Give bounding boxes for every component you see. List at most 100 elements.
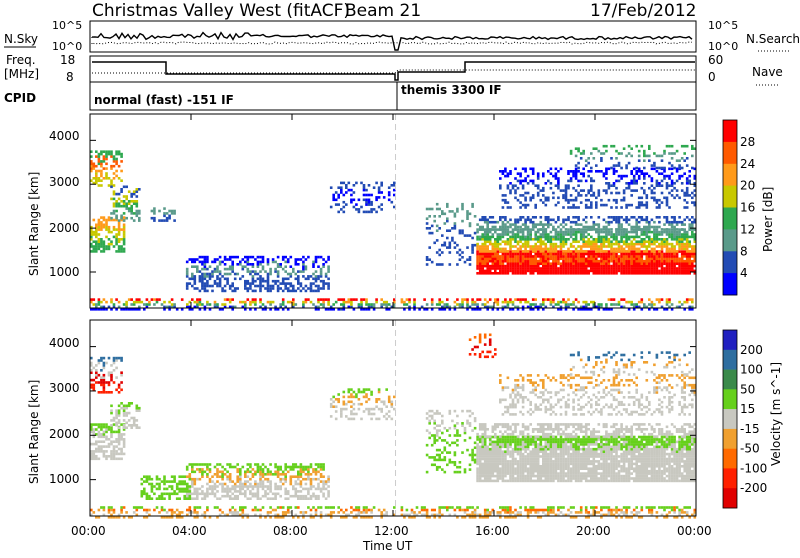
heatmap-cell [502, 260, 505, 263]
heatmap-cell [267, 278, 270, 281]
heatmap-cell [322, 480, 325, 483]
heatmap-cell [163, 493, 166, 496]
heatmap-cell [686, 201, 689, 204]
heatmap-cell [666, 145, 669, 148]
heatmap-cell [206, 258, 209, 261]
heatmap-cell [575, 216, 578, 219]
heatmap-cell [532, 216, 535, 219]
heatmap-cell [368, 509, 371, 512]
heatmap-cell [408, 301, 411, 304]
heatmap-cell [350, 189, 353, 192]
heatmap-cell [479, 228, 482, 231]
heatmap-cell [136, 301, 139, 304]
heatmap-cell [555, 236, 558, 239]
heatmap-cell [575, 189, 578, 192]
heatmap-cell [580, 172, 583, 175]
heatmap-cell [343, 396, 346, 399]
freq-unit-label: [MHz] [4, 67, 39, 81]
heatmap-cell [219, 273, 222, 276]
heatmap-cell [630, 194, 633, 197]
heatmap-cell [118, 233, 121, 236]
heatmap-cell [691, 147, 694, 150]
heatmap-cell [620, 250, 623, 253]
heatmap-cell [302, 478, 305, 481]
heatmap-cell [643, 303, 646, 306]
heatmap-cell [295, 493, 298, 496]
heatmap-cell [625, 221, 628, 224]
heatmap-cell [247, 282, 250, 285]
heatmap-cell [476, 262, 479, 265]
heatmap-cell [431, 232, 434, 235]
heatmap-cell [534, 303, 537, 306]
heatmap-cell [216, 485, 219, 488]
heatmap-cell [608, 258, 611, 261]
heatmap-cell [252, 493, 255, 496]
heatmap-cell [118, 245, 121, 248]
heatmap-cell [572, 170, 575, 173]
heatmap-cell [242, 268, 245, 271]
heatmap-cell [204, 495, 207, 498]
heatmap-cell [201, 497, 204, 500]
heatmap-cell [108, 243, 111, 246]
heatmap-cell [269, 485, 272, 488]
heatmap-cell [522, 267, 525, 270]
heatmap-cell [489, 265, 492, 268]
heatmap-cell [630, 267, 633, 270]
heatmap-cell [580, 233, 583, 236]
heatmap-cell [507, 187, 510, 190]
heatmap-cell [284, 285, 287, 288]
heatmap-cell [340, 298, 343, 301]
heatmap-cell [305, 301, 308, 304]
heatmap-cell [216, 265, 219, 268]
heatmap-cell [572, 272, 575, 275]
heatmap-cell [262, 278, 265, 281]
heatmap-cell [236, 468, 239, 471]
heatmap-cell [608, 298, 611, 301]
heatmap-cell [648, 267, 651, 270]
heatmap-cell [509, 170, 512, 173]
heatmap-cell [196, 511, 199, 514]
heatmap-cell [196, 463, 199, 466]
heatmap-cell [426, 208, 429, 211]
heatmap-cell [651, 180, 654, 183]
heatmap-cell [161, 509, 164, 512]
heatmap-cell [290, 483, 293, 486]
heatmap-cell [514, 298, 517, 301]
heatmap-cell [479, 245, 482, 248]
heatmap-cell [269, 303, 272, 306]
heatmap-cell [355, 413, 358, 416]
heatmap-cell [681, 250, 684, 253]
heatmap-cell [550, 172, 553, 175]
heatmap-cell [191, 261, 194, 264]
heatmap-cell [575, 172, 578, 175]
heatmap-cell [598, 150, 601, 153]
heatmap-cell [608, 267, 611, 270]
heatmap-cell [199, 468, 202, 471]
heatmap-cell [691, 298, 694, 301]
heatmap-cell [504, 248, 507, 251]
heatmap-cell [575, 228, 578, 231]
heatmap-cell [671, 223, 674, 226]
heatmap-cell [643, 167, 646, 170]
heatmap-cell [651, 168, 654, 171]
heatmap-cell [673, 267, 676, 270]
heatmap-cell [191, 273, 194, 276]
heatmap-cell [524, 170, 527, 173]
heatmap-cell [486, 270, 489, 273]
heatmap-cell [605, 240, 608, 243]
heatmap-cell [103, 455, 106, 458]
heatmap-cell [136, 409, 139, 412]
heatmap-cell [605, 231, 608, 234]
heatmap-cell [189, 485, 192, 488]
heatmap-cell [519, 258, 522, 261]
heatmap-cell [327, 298, 330, 301]
heatmap-cell [446, 237, 449, 240]
heatmap-cell [608, 253, 611, 256]
heatmap-cell [577, 258, 580, 261]
heatmap-cell [214, 506, 217, 509]
heatmap-cell [585, 216, 588, 219]
heatmap-cell [663, 243, 666, 246]
heatmap-cell [214, 268, 217, 271]
heatmap-cell [307, 506, 310, 509]
heatmap-cell [282, 506, 285, 509]
